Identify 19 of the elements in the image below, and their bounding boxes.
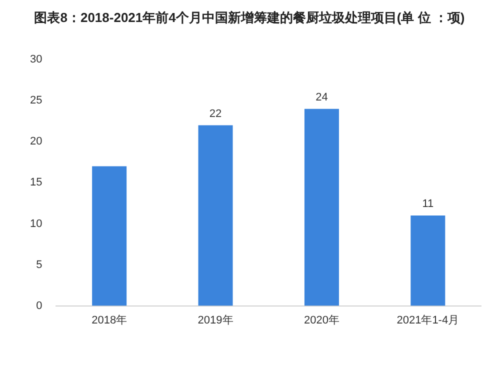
bar — [304, 108, 339, 306]
y-tick-label: 0 — [36, 300, 42, 312]
bar — [198, 125, 233, 306]
bar — [410, 216, 446, 306]
bar — [92, 166, 127, 306]
y-tick-label: 25 — [30, 94, 42, 107]
x-tick-label: 2020年 — [304, 314, 340, 326]
chart-title: 图表8：2018-2021年前4个月中国新增筹建的餐厨垃圾处理项目(单 位 ：项) — [33, 9, 466, 25]
y-tick-label: 30 — [30, 54, 42, 66]
y-tick-label: 15 — [30, 176, 42, 189]
y-tick-label: 10 — [30, 218, 42, 230]
data-label: 24 — [316, 91, 328, 104]
data-label: 11 — [422, 198, 434, 210]
y-tick-label: 5 — [36, 258, 42, 271]
x-tick-label: 2021年1-4月 — [396, 314, 460, 326]
data-label: 22 — [209, 108, 222, 120]
x-tick-label: 2019年 — [198, 314, 234, 326]
y-tick-label: 20 — [30, 136, 42, 148]
x-tick-label: 2018年 — [92, 314, 128, 326]
